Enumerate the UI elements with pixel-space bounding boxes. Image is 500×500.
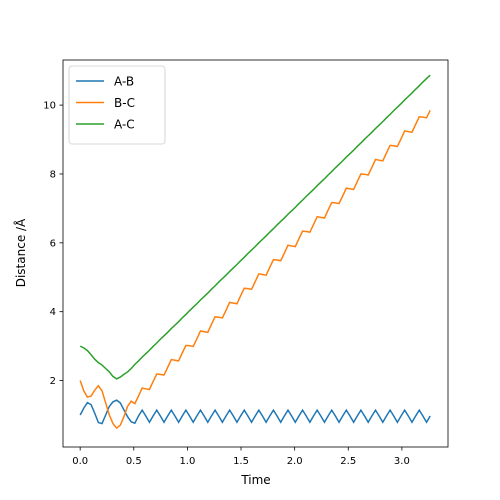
x-tick-label: 1.5 xyxy=(233,456,249,467)
x-axis-label: Time xyxy=(240,473,270,487)
legend-label: A-C xyxy=(114,118,135,132)
x-tick-label: 0.5 xyxy=(126,456,142,467)
data-line xyxy=(79,74,431,380)
y-tick-label: 6 xyxy=(50,238,56,249)
x-tick-label: 3.0 xyxy=(394,456,410,467)
plot-frame xyxy=(62,59,449,448)
legend-label: B-C xyxy=(114,96,135,110)
y-tick-label: 8 xyxy=(50,169,56,180)
y-tick-label: 10 xyxy=(43,101,56,112)
y-tick-label: 2 xyxy=(50,376,56,387)
x-tick-label: 0.0 xyxy=(72,456,88,467)
y-axis-label: Distance /Å xyxy=(13,218,28,287)
data-line xyxy=(79,399,431,425)
legend-label: A-B xyxy=(114,75,134,89)
x-tick-label: 2.0 xyxy=(287,456,303,467)
data-line xyxy=(79,109,431,430)
y-tick-label: 4 xyxy=(50,307,56,318)
x-tick-label: 1.0 xyxy=(179,456,195,467)
x-tick-label: 2.5 xyxy=(340,456,356,467)
